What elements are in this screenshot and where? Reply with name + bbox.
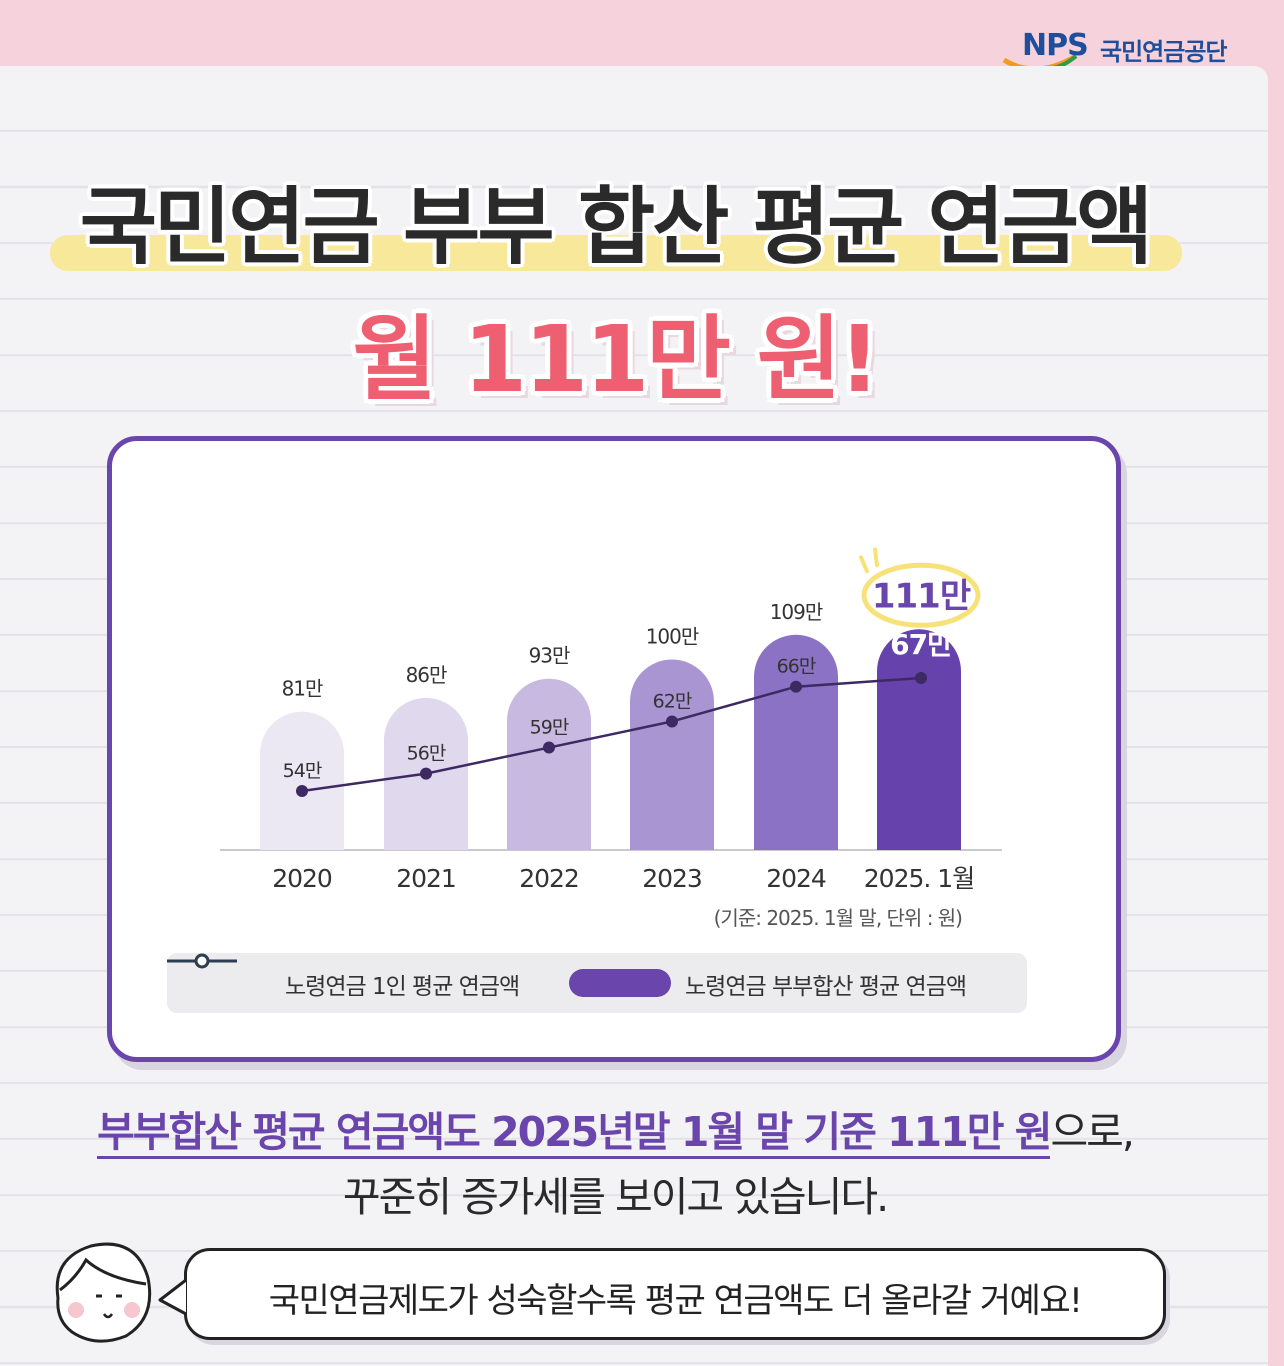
bar-value-label: 86만 [406,663,447,687]
bar-2025. 1월 [877,629,961,850]
legend-label-line: 노령연금 1인 평균 연금액 [285,974,520,1000]
logo-org-name: 국민연금공단 [1100,38,1227,66]
bar-value-label: 100만 [646,625,699,649]
legend-line-symbol-icon [167,953,237,969]
bar-value-label: 81만 [282,677,323,701]
nps-logo: NPS 국민연금공단 [996,22,1266,72]
title-highlight-band [50,235,1182,271]
sparkle-icon [859,547,879,574]
chart-card: 81만 2020 86만 2021 93만 2022 100만 2023 109만 2024 111… [107,436,1121,1062]
x-tick-label: 2024 [766,864,826,893]
page-subtitle: 월 111만 원! [352,306,881,413]
summary-line-1: 부부합산 평균 연금액도 2025년말 1월 말 기준 111만 원으로, [0,1098,1230,1159]
x-tick-label: 2025. 1월 [864,864,974,893]
line-point-2021 [420,767,432,780]
page-title: 국민연금 부부 합산 평균 연금액 [79,178,1154,276]
bar-2022 [507,678,591,850]
line-series-path [301,676,922,793]
chart-legend: 노령연금 1인 평균 연금액 노령연금 부부합산 평균 연금액 [167,953,1027,1013]
speech-bubble-tail-icon [158,1278,187,1316]
bar-value-label: 109만 [770,600,823,624]
bar-2020 [260,711,344,850]
line-value-label: 67만 [890,628,953,661]
line-value-label: 54만 [283,760,322,782]
line-value-label: 59만 [530,717,569,739]
legend-label-bar: 노령연금 부부합산 평균 연금액 [685,974,967,1000]
speech-text: 국민연금제도가 성숙할수록 평균 연금액도 더 올라갈 거예요! [268,1281,1083,1321]
line-point-2020 [296,785,308,797]
line-point-2025. 1월 [915,672,927,684]
bar-2024 [754,634,838,850]
chart-note: (기준: 2025. 1월 말, 단위 : 원) [714,906,963,930]
summary-highlight: 부부합산 평균 연금액도 2025년말 1월 말 기준 111만 원 [97,1108,1052,1159]
summary-line-2: 꾸준히 증가세를 보이고 있습니다. [342,1173,889,1221]
legend-bar-symbol-icon [569,969,671,997]
pension-chart: 81만 2020 86만 2021 93만 2022 100만 2023 109만 2024 111… [220,547,1002,930]
summary-rest: 으로, [1050,1108,1134,1156]
character-face-icon [55,1242,152,1343]
line-point-2022 [543,741,555,754]
line-point-2023 [666,715,678,728]
bar-value-label: 111만 [872,576,971,616]
x-tick-label: 2023 [642,864,702,893]
highlight-ellipse-icon [861,562,981,628]
line-value-label: 62만 [653,690,692,712]
bar-2023 [630,659,714,850]
x-tick-label: 2021 [396,864,456,893]
line-value-label: 66만 [777,656,816,678]
logo-brand: NPS [1022,28,1089,63]
bar-value-label: 93만 [529,644,570,668]
line-point-2024 [790,680,802,693]
speech-bubble: 국민연금제도가 성숙할수록 평균 연금액도 더 올라갈 거예요! [184,1248,1166,1340]
line-value-label: 56만 [407,743,446,765]
x-tick-label: 2022 [519,864,579,893]
x-tick-label: 2020 [272,864,332,893]
